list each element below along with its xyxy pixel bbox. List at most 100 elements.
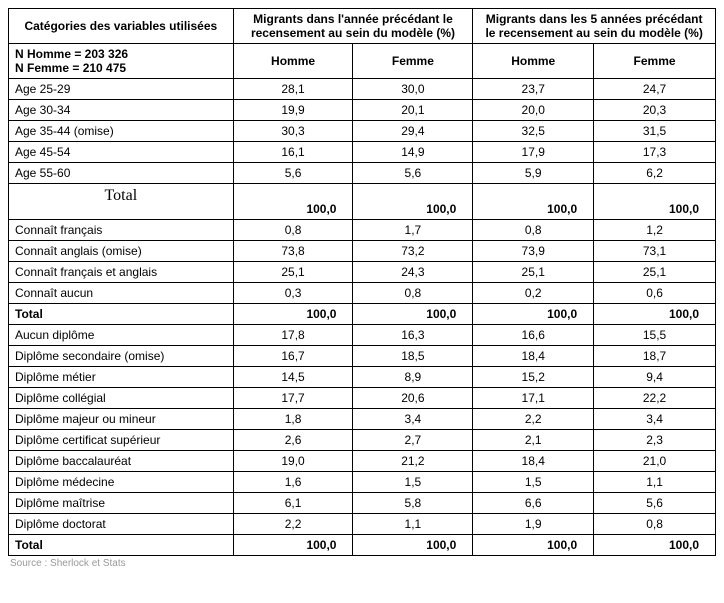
total-value: 100,0	[353, 304, 473, 325]
table-row: Connaît anglais (omise)73,873,273,973,1	[9, 241, 716, 262]
table-row: Age 55-605,65,65,96,2	[9, 163, 716, 184]
cell-value: 17,9	[473, 142, 594, 163]
cell-value: 18,4	[473, 451, 594, 472]
row-label: Connaît aucun	[9, 283, 234, 304]
cell-value: 32,5	[473, 121, 594, 142]
cell-value: 18,4	[473, 346, 594, 367]
cell-value: 30,0	[353, 79, 473, 100]
total-row: Total100,0100,0100,0100,0	[9, 184, 716, 220]
table-header: Catégories des variables utilisées Migra…	[9, 9, 716, 79]
header-categories: Catégories des variables utilisées	[9, 9, 234, 44]
cell-value: 5,6	[233, 163, 353, 184]
cell-value: 19,0	[233, 451, 353, 472]
cell-value: 73,1	[594, 241, 716, 262]
table-row: Diplôme doctorat2,21,11,90,8	[9, 514, 716, 535]
cell-value: 1,5	[353, 472, 473, 493]
row-label: Connaît anglais (omise)	[9, 241, 234, 262]
cell-value: 17,8	[233, 325, 353, 346]
table-row: Age 25-2928,130,023,724,7	[9, 79, 716, 100]
cell-value: 0,8	[473, 220, 594, 241]
cell-value: 5,6	[594, 493, 716, 514]
header-homme-1: Homme	[233, 44, 353, 79]
table-row: Connaît français0,81,70,81,2	[9, 220, 716, 241]
header-femme-2: Femme	[594, 44, 716, 79]
cell-value: 28,1	[233, 79, 353, 100]
cell-value: 25,1	[594, 262, 716, 283]
row-label: Connaît français	[9, 220, 234, 241]
cell-value: 14,5	[233, 367, 353, 388]
cell-value: 1,5	[473, 472, 594, 493]
cell-value: 14,9	[353, 142, 473, 163]
cell-value: 2,3	[594, 430, 716, 451]
cell-value: 1,9	[473, 514, 594, 535]
total-label: Total	[9, 535, 234, 556]
total-value: 100,0	[353, 184, 473, 220]
cell-value: 20,0	[473, 100, 594, 121]
row-label: Connaît français et anglais	[9, 262, 234, 283]
row-label: Diplôme maîtrise	[9, 493, 234, 514]
total-value: 100,0	[594, 184, 716, 220]
cell-value: 31,5	[594, 121, 716, 142]
cell-value: 16,3	[353, 325, 473, 346]
total-value: 100,0	[473, 184, 594, 220]
row-label: Age 55-60	[9, 163, 234, 184]
total-value: 100,0	[233, 304, 353, 325]
row-label: Diplôme baccalauréat	[9, 451, 234, 472]
cell-value: 20,6	[353, 388, 473, 409]
cell-value: 0,8	[353, 283, 473, 304]
table-row: Age 30-3419,920,120,020,3	[9, 100, 716, 121]
data-table: Catégories des variables utilisées Migra…	[8, 8, 716, 556]
cell-value: 0,6	[594, 283, 716, 304]
cell-value: 25,1	[473, 262, 594, 283]
cell-value: 23,7	[473, 79, 594, 100]
total-value: 100,0	[233, 535, 353, 556]
cell-value: 5,6	[353, 163, 473, 184]
row-label: Diplôme collégial	[9, 388, 234, 409]
row-label: Age 45-54	[9, 142, 234, 163]
cell-value: 6,2	[594, 163, 716, 184]
total-row: Total100,0100,0100,0100,0	[9, 535, 716, 556]
table-row: Diplôme secondaire (omise)16,718,518,418…	[9, 346, 716, 367]
total-value: 100,0	[473, 535, 594, 556]
table-row: Age 35-44 (omise)30,329,432,531,5	[9, 121, 716, 142]
cell-value: 2,6	[233, 430, 353, 451]
header-homme-2: Homme	[473, 44, 594, 79]
cell-value: 73,9	[473, 241, 594, 262]
cell-value: 16,6	[473, 325, 594, 346]
cell-value: 15,5	[594, 325, 716, 346]
row-label: Diplôme médecine	[9, 472, 234, 493]
cell-value: 18,5	[353, 346, 473, 367]
cell-value: 73,2	[353, 241, 473, 262]
cell-value: 1,8	[233, 409, 353, 430]
total-value: 100,0	[594, 535, 716, 556]
total-label: Total	[9, 304, 234, 325]
cell-value: 8,9	[353, 367, 473, 388]
cell-value: 5,9	[473, 163, 594, 184]
cell-value: 6,1	[233, 493, 353, 514]
cell-value: 9,4	[594, 367, 716, 388]
table-row: Aucun diplôme17,816,316,615,5	[9, 325, 716, 346]
row-label: Diplôme certificat supérieur	[9, 430, 234, 451]
header-n-counts: N Homme = 203 326 N Femme = 210 475	[9, 44, 234, 79]
table-row: Connaît français et anglais25,124,325,12…	[9, 262, 716, 283]
row-label: Age 35-44 (omise)	[9, 121, 234, 142]
cell-value: 17,1	[473, 388, 594, 409]
cell-value: 21,2	[353, 451, 473, 472]
cell-value: 1,1	[353, 514, 473, 535]
cell-value: 15,2	[473, 367, 594, 388]
cell-value: 6,6	[473, 493, 594, 514]
cell-value: 2,2	[233, 514, 353, 535]
table-row: Age 45-5416,114,917,917,3	[9, 142, 716, 163]
cell-value: 24,3	[353, 262, 473, 283]
row-label: Diplôme métier	[9, 367, 234, 388]
cell-value: 24,7	[594, 79, 716, 100]
cell-value: 19,9	[233, 100, 353, 121]
row-label: Age 30-34	[9, 100, 234, 121]
header-group-5yr: Migrants dans les 5 années précédant le …	[473, 9, 716, 44]
cell-value: 30,3	[233, 121, 353, 142]
row-label: Diplôme doctorat	[9, 514, 234, 535]
cell-value: 20,3	[594, 100, 716, 121]
cell-value: 16,1	[233, 142, 353, 163]
row-label: Diplôme secondaire (omise)	[9, 346, 234, 367]
table-row: Diplôme majeur ou mineur1,83,42,23,4	[9, 409, 716, 430]
